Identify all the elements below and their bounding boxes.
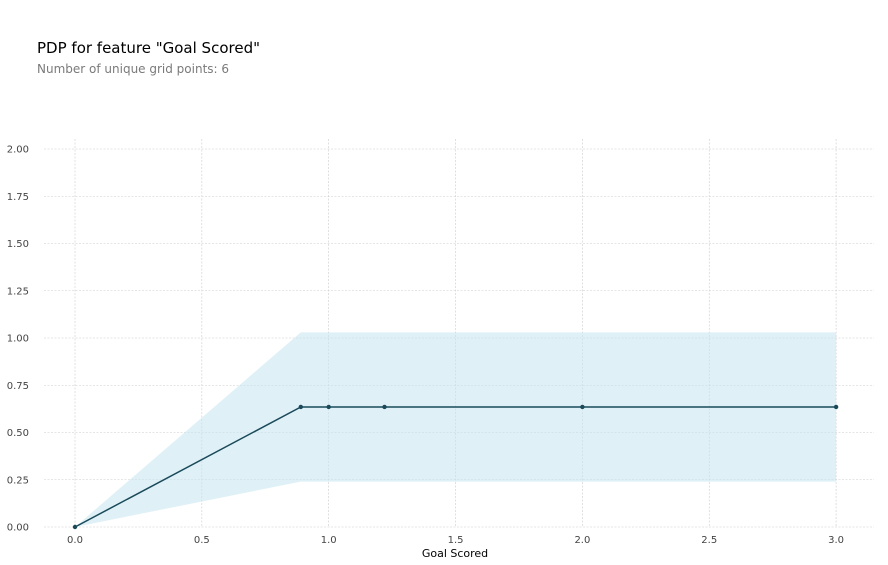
- pdp-line: [74, 406, 837, 528]
- pdp-point: [382, 404, 387, 410]
- y-tick-label: 1.50: [7, 239, 29, 250]
- x-tick-label: 2.0: [574, 535, 590, 546]
- y-tick-label: 0.00: [7, 523, 29, 534]
- y-axis-ticks: 0.00 0.25 0.50 0.75 1.00 1.25 1.50 1.75 2.00: [7, 145, 29, 534]
- y-tick-label: 0.25: [7, 475, 29, 486]
- pdp-point: [298, 404, 303, 410]
- x-tick-label: 2.5: [701, 535, 717, 546]
- y-tick-label: 0.50: [7, 428, 29, 439]
- x-tick-label: 0.5: [194, 535, 210, 546]
- y-tick-label: 2.00: [7, 145, 29, 156]
- x-axis-ticks: 0.0 0.5 1.0 1.5 2.0 2.5 3.0: [67, 535, 844, 546]
- x-tick-label: 3.0: [828, 535, 844, 546]
- pdp-point: [833, 404, 839, 410]
- x-tick-label: 0.0: [67, 535, 83, 546]
- pdp-point: [326, 404, 331, 410]
- confidence-band-layer: [75, 332, 837, 527]
- pdp-point: [72, 524, 78, 530]
- pdp-line-layer: [72, 404, 839, 530]
- y-tick-label: 1.25: [7, 286, 29, 297]
- y-tick-label: 1.75: [7, 192, 29, 203]
- chart-subtitle: Number of unique grid points: 6: [37, 62, 230, 76]
- y-tick-label: 0.75: [7, 381, 29, 392]
- confidence-band: [75, 332, 837, 527]
- chart-title: PDP for feature "Goal Scored": [37, 39, 260, 57]
- x-tick-label: 1.5: [448, 535, 464, 546]
- x-axis-label: Goal Scored: [422, 547, 488, 560]
- y-tick-label: 1.00: [7, 334, 29, 345]
- x-tick-label: 1.0: [321, 535, 337, 546]
- pdp-point: [580, 404, 585, 410]
